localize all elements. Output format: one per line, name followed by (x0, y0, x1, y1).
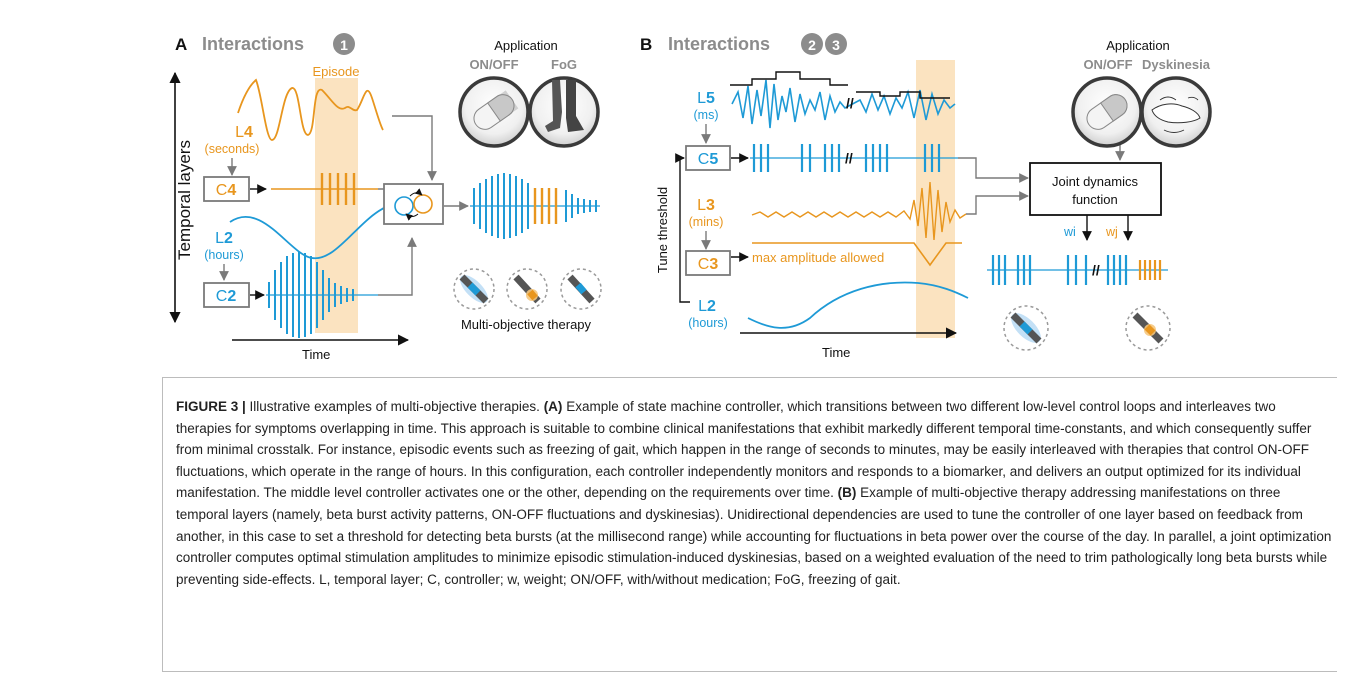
l3-unit: (mins) (689, 215, 724, 229)
output-pulses-b-blue (991, 255, 1128, 285)
l4-wave (237, 78, 384, 141)
tune-threshold-label: Tune threshold (655, 187, 670, 273)
l4-unit: (seconds) (205, 142, 260, 156)
caption-a-text: Example of state machine controller, whi… (176, 399, 1312, 501)
tune-threshold-bracket (675, 153, 690, 303)
l3-signal (751, 181, 967, 241)
caption-label: FIGURE 3 | (176, 399, 246, 414)
c2-box: C2 (203, 282, 250, 308)
max-amplitude-line (752, 242, 962, 267)
joint-dynamics-box: Joint dynamics function (1029, 162, 1162, 216)
panel-b: B Interactions 2 3 // L5 (ms) C5 (640, 33, 1212, 360)
max-amplitude-label: max amplitude allowed (752, 250, 884, 265)
state-machine-controller (383, 183, 444, 225)
panel-b-badge-2-num: 2 (808, 37, 816, 53)
legs-icon (528, 76, 600, 148)
electrode-icon-b2 (1125, 305, 1171, 351)
c4-pulses (320, 173, 356, 205)
combined-pulses-blue (473, 173, 597, 239)
c4-box: C4 (203, 176, 250, 202)
l2-label-b: L2 (698, 298, 716, 315)
app-a-fog-label: FoG (551, 57, 577, 72)
c5-box: C5 (685, 145, 731, 171)
app-a-onoff-label: ON/OFF (469, 57, 518, 72)
caption-a-label: (A) (543, 399, 563, 414)
l2-unit-a: (hours) (204, 248, 244, 262)
electrode-icon-3 (560, 268, 602, 310)
caption-frame (162, 378, 1337, 672)
time-axis-b-label: Time (822, 345, 850, 360)
pill-icon-b (1071, 76, 1143, 148)
c5-label: C5 (698, 151, 719, 168)
output-pulses-b-orange (1138, 260, 1162, 280)
c2-label: C2 (216, 288, 237, 305)
pill-icon (458, 76, 530, 148)
l5-power-envelope (730, 71, 950, 99)
hand-icon (1140, 76, 1212, 148)
time-axis-a-label: Time (302, 347, 330, 362)
panel-b-badge-3: 3 (825, 33, 847, 55)
l5-unit: (ms) (694, 108, 719, 122)
c2-pulses (268, 252, 354, 338)
joint-line-1: Joint dynamics (1052, 174, 1138, 189)
wi-label: wi (1063, 225, 1076, 239)
panel-a: A Interactions 1 Episode Temporal layers… (169, 33, 602, 362)
electrode-icon-1 (453, 268, 495, 310)
l2-unit-b: (hours) (688, 316, 728, 330)
caption-intro: Illustrative examples of multi-objective… (245, 399, 544, 414)
caption-b-label: (B) (837, 485, 857, 501)
panel-a-badge: 1 (333, 33, 355, 55)
panel-b-title: Interactions (668, 34, 770, 54)
l2-wave-b (747, 281, 969, 329)
app-a-to-mid (392, 115, 437, 181)
application-b-label: Application (1106, 38, 1170, 53)
joint-line-2: function (1072, 192, 1118, 207)
l2-label-a: L2 (215, 230, 233, 247)
panel-a-letter: A (175, 35, 187, 54)
electrode-icon-b1 (1003, 305, 1049, 351)
l3-label: L3 (697, 197, 715, 214)
l5-label: L5 (697, 90, 715, 107)
figure-caption: FIGURE 3 | Illustrative examples of mult… (176, 396, 1334, 590)
episode-label: Episode (313, 64, 360, 79)
output-break-b: // (1092, 262, 1100, 278)
app-b-onoff-label: ON/OFF (1083, 57, 1132, 72)
c5-to-joint (958, 157, 1029, 183)
c2-to-mid (378, 237, 417, 296)
l5-break: // (846, 95, 854, 111)
app-b-dyskinesia-label: Dyskinesia (1142, 57, 1211, 72)
panel-a-badge-num: 1 (340, 37, 348, 53)
c3-box: C3 (685, 250, 731, 276)
temporal-axis-label: Temporal layers (175, 140, 194, 260)
c4-label: C4 (216, 182, 237, 199)
electrode-icon-2 (506, 268, 548, 310)
c3-label: C3 (698, 256, 719, 273)
caption-rule (162, 377, 1337, 378)
panel-b-letter: B (640, 35, 652, 54)
panel-b-badge-2: 2 (801, 33, 823, 55)
wj-label: wj (1105, 225, 1118, 239)
c5-break: // (845, 150, 853, 166)
multi-objective-label: Multi-objective therapy (461, 317, 592, 332)
l2-wave-a (229, 206, 387, 259)
panel-a-title: Interactions (202, 34, 304, 54)
combined-pulses-orange (533, 188, 558, 224)
caption-b-text: Example of multi-objective therapy addre… (176, 485, 1332, 587)
application-a-label: Application (494, 38, 558, 53)
l3-to-joint (966, 191, 1029, 215)
l5-signal (731, 79, 956, 129)
l4-label: L4 (235, 124, 253, 141)
panel-b-badge-3-num: 3 (832, 37, 840, 53)
c5-pulses (752, 144, 941, 172)
